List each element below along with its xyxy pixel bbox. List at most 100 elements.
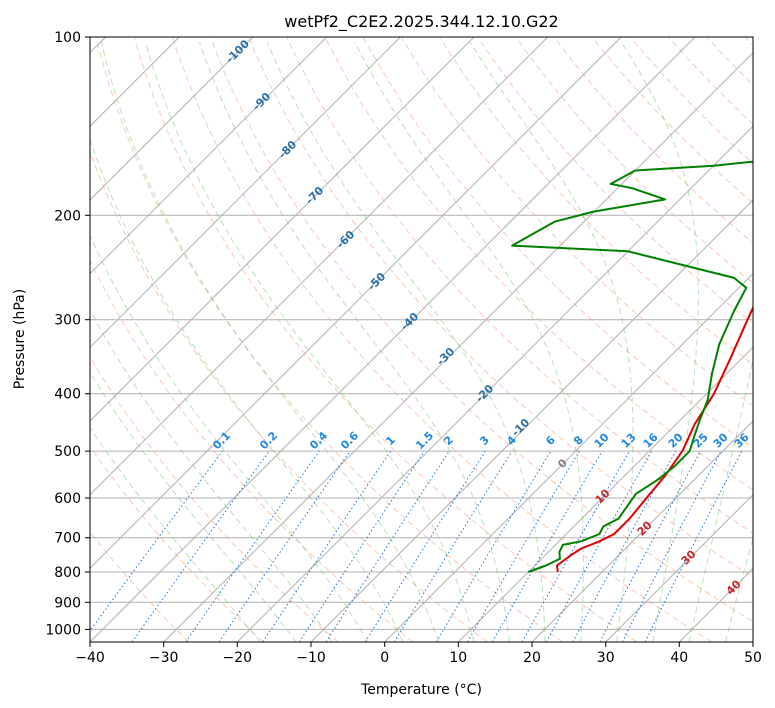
mixing-ratio-label: 0.4 bbox=[307, 429, 330, 452]
y-tick-label: 700 bbox=[54, 531, 81, 547]
dry-adiabat bbox=[324, 37, 753, 491]
dry-adiabat bbox=[90, 531, 190, 642]
mixing-ratio-line bbox=[644, 450, 743, 642]
x-axis-label: Temperature (°C) bbox=[360, 682, 482, 698]
mixing-ratio-line bbox=[521, 450, 630, 642]
isotherm-line bbox=[90, 37, 254, 201]
mixing-ratio-line bbox=[218, 450, 351, 642]
moist-adiabat bbox=[90, 371, 297, 642]
moist-adiabat bbox=[144, 41, 475, 642]
dry-adiabat-label: -20 bbox=[473, 382, 496, 405]
x-tick-label: 50 bbox=[744, 650, 762, 666]
moist-adiabat bbox=[688, 357, 753, 642]
dry-adiabat bbox=[706, 37, 753, 86]
isotherm-line bbox=[236, 125, 753, 642]
moist-adiabat-label: 30 bbox=[679, 547, 699, 567]
x-tick-label: 0 bbox=[380, 650, 389, 666]
x-tick-label: −40 bbox=[75, 650, 105, 666]
mixing-ratio-label: 10 bbox=[592, 430, 612, 450]
y-tick-label: 200 bbox=[54, 208, 81, 224]
dry-adiabats bbox=[90, 37, 753, 642]
mixing-ratio-line bbox=[599, 450, 701, 642]
dry-adiabat bbox=[90, 150, 488, 642]
y-tick-label: 800 bbox=[54, 565, 81, 581]
isobar-grid bbox=[90, 37, 753, 630]
isotherm-line bbox=[90, 37, 696, 642]
dry-adiabat bbox=[95, 37, 563, 642]
isotherm-line bbox=[90, 37, 475, 422]
mixing-ratio-label: 1 bbox=[383, 433, 398, 448]
mixing-ratio-line bbox=[262, 450, 392, 642]
dewpoint-line bbox=[511, 160, 753, 573]
chart-title: wetPf2_C2E2.2025.344.12.10.G22 bbox=[284, 12, 558, 32]
dry-adiabat bbox=[400, 37, 753, 407]
y-tick-label: 300 bbox=[54, 313, 81, 329]
isotherm-line bbox=[678, 567, 753, 642]
moist-adiabat bbox=[90, 137, 404, 642]
mixing-ratio-line bbox=[393, 450, 513, 642]
y-tick-label: 500 bbox=[54, 444, 81, 460]
y-axis-label: Pressure (hPa) bbox=[12, 289, 28, 389]
mixing-ratio-label: 30 bbox=[711, 430, 731, 450]
mixing-ratio-line bbox=[545, 450, 653, 642]
y-tick-label: 600 bbox=[54, 491, 81, 507]
axes: −40 −30 −20 −10 0 10 20 30 40 5010020030040050060… bbox=[45, 30, 762, 666]
plot-frame bbox=[89, 36, 754, 643]
isotherm-line bbox=[384, 272, 753, 642]
mixing-ratio-label: 2 bbox=[441, 433, 456, 448]
mixing-ratio-label: 3 bbox=[477, 433, 492, 448]
isotherm-line bbox=[90, 37, 401, 349]
mixing-ratio-label: 8 bbox=[571, 433, 586, 448]
moist-adiabat bbox=[620, 41, 699, 642]
dry-adiabat-label: -10 bbox=[509, 416, 532, 439]
y-tick-label: 1000 bbox=[45, 622, 81, 638]
dry-adiabat bbox=[210, 37, 753, 623]
temperature-line bbox=[555, 305, 753, 573]
mixing-ratio-label: 36 bbox=[732, 430, 752, 450]
sounding-series bbox=[511, 160, 753, 573]
dry-adiabat bbox=[591, 37, 753, 204]
moist-adiabat bbox=[90, 426, 261, 642]
isotherm-line bbox=[752, 641, 753, 642]
dry-adiabat bbox=[133, 37, 638, 642]
mixing-ratio-label: 6 bbox=[543, 433, 558, 448]
dry-adiabat bbox=[438, 37, 753, 366]
mixing-ratio-label: 25 bbox=[691, 431, 711, 451]
mixing-ratio-label: 0.1 bbox=[210, 429, 233, 452]
mixing-ratio-label: 0.6 bbox=[338, 429, 361, 452]
mixing-ratio-label: 20 bbox=[666, 430, 686, 450]
moist-adiabat bbox=[725, 536, 753, 642]
mixing-ratio-line bbox=[131, 450, 270, 642]
y-tick-label: 100 bbox=[54, 30, 81, 46]
x-tick-label: 20 bbox=[523, 650, 541, 666]
x-tick-label: −20 bbox=[223, 650, 253, 666]
moist-adiabats bbox=[90, 41, 753, 642]
dry-adiabat bbox=[477, 37, 753, 325]
mixing-ratio-line bbox=[90, 450, 223, 632]
isotherm-line bbox=[90, 37, 328, 275]
x-tick-label: 40 bbox=[670, 650, 688, 666]
moist-adiabat-label: 10 bbox=[593, 486, 613, 506]
mixing-ratio-line bbox=[298, 450, 425, 642]
isotherm-grid bbox=[90, 37, 753, 642]
dry-adiabat bbox=[90, 445, 264, 642]
isotherm-line bbox=[605, 493, 753, 642]
dry-adiabat bbox=[171, 37, 712, 642]
dry-adiabat bbox=[90, 356, 339, 642]
mixing-ratio-line bbox=[572, 450, 677, 642]
mixing-ratio-label: 13 bbox=[619, 431, 639, 451]
dry-adiabat bbox=[286, 37, 753, 534]
isotherm-line bbox=[457, 346, 753, 642]
x-tick-label: −30 bbox=[149, 650, 179, 666]
mixing-ratio-label: 1.5 bbox=[413, 429, 436, 452]
moist-adiabat bbox=[90, 308, 333, 642]
mixing-ratio-label: 0.2 bbox=[257, 429, 280, 452]
isotherm-line bbox=[163, 51, 753, 642]
dry-adiabat bbox=[90, 259, 414, 642]
y-tick-label: 900 bbox=[54, 595, 81, 611]
moist-adiabat bbox=[100, 41, 439, 642]
dry-adiabat bbox=[362, 37, 753, 449]
x-tick-label: 30 bbox=[597, 650, 615, 666]
moist-adiabat bbox=[90, 234, 369, 642]
